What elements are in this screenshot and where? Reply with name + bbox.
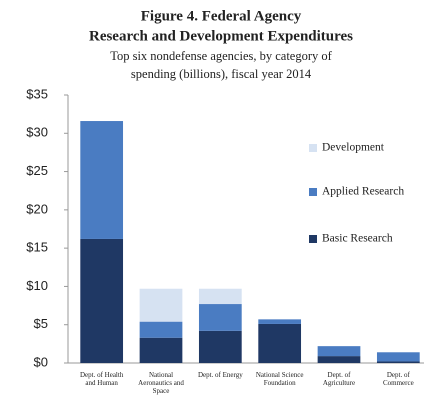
bar-segment (139, 288, 183, 322)
x-tick-label: Dept. of Energy (197, 371, 243, 379)
legend-swatch (309, 235, 317, 243)
x-tick-label: Dept. of Agriculture (322, 371, 356, 387)
bar-segment (317, 346, 361, 357)
y-tick-label: $0 (34, 354, 48, 369)
y-tick-label: $35 (26, 86, 48, 101)
bar-segment (317, 356, 361, 363)
x-tick-label: National Aeronautics and Space (138, 371, 184, 395)
x-tick-label: National Science Foundation (255, 371, 304, 387)
bar-segment (258, 323, 302, 363)
y-tick-label: $25 (26, 163, 48, 178)
y-tick-label: $15 (26, 240, 48, 255)
y-tick-label: $30 (26, 125, 48, 140)
x-tick-label: Dept. of Health and Human (79, 371, 124, 387)
legend-label: Basic Research (322, 233, 393, 245)
bar-segment (258, 319, 302, 324)
chart-subtitle: spending (billions), fiscal year 2014 (131, 67, 312, 81)
y-tick-label: $10 (26, 278, 48, 293)
legend-swatch (309, 144, 317, 152)
y-tick-label: $20 (26, 201, 48, 216)
bar-segment (80, 121, 124, 239)
chart-subtitle: Top six nondefense agencies, by category… (110, 49, 332, 63)
bar-segment (139, 321, 183, 338)
bar-segment (376, 352, 420, 362)
legend-label: Applied Research (322, 186, 404, 198)
chart-title: Figure 4. Federal Agency (141, 8, 302, 24)
x-tick-label: Dept. of Commerce (382, 371, 414, 387)
bar-segment (80, 238, 124, 363)
legend-label: Development (322, 142, 385, 154)
y-tick-label: $5 (34, 316, 48, 331)
bar-segment (198, 304, 242, 331)
bar-segment (198, 330, 242, 363)
legend-swatch (309, 188, 317, 196)
bar-segment (376, 361, 420, 363)
bar-segment (198, 288, 242, 305)
bar-segment (139, 337, 183, 363)
chart-title: Research and Development Expenditures (89, 28, 353, 44)
